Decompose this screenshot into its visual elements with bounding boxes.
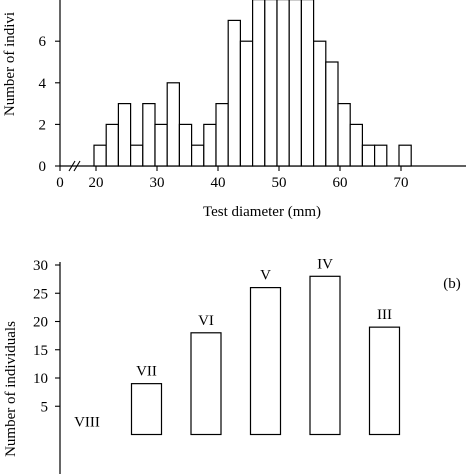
histogram-bar [191, 144, 205, 167]
histogram-bar [105, 123, 119, 167]
histogram-bar [300, 0, 315, 167]
y-tick-label: 20 [33, 315, 48, 331]
stage-bar [190, 332, 222, 436]
y-axis-title-b: Number of individuals [3, 321, 19, 457]
histogram-bar [117, 102, 132, 167]
stage-bar [309, 275, 341, 436]
bar-panel-b: VIII VII VI V IV III 5 10 15 20 25 30 (b) Number o… [3, 256, 461, 474]
histogram-bar [337, 102, 351, 167]
histogram-bar [93, 144, 107, 167]
histogram-bar [349, 123, 364, 167]
x-tick-label: 30 [150, 175, 165, 191]
x-tick-label: 40 [211, 175, 226, 191]
y-tick-label: 6 [39, 34, 47, 50]
histogram-bar [227, 19, 241, 167]
x-tick-label: 20 [89, 175, 104, 191]
y-tick-label: 0 [39, 159, 47, 175]
histogram-panel-a: 0 20 30 40 50 60 70 0 2 4 6 Test diameter (mm) Nu… [2, 0, 466, 220]
x-axis-title-a: Test diameter (mm) [203, 204, 321, 220]
y-tick-label: 10 [33, 371, 48, 387]
histogram-bar [178, 123, 193, 167]
histogram-bar [288, 0, 303, 167]
y-tick-label: 15 [33, 343, 48, 359]
histogram-bar [215, 102, 229, 167]
x-tick-label: 0 [56, 175, 64, 191]
histogram-bar [361, 144, 376, 167]
stage-bar [130, 383, 163, 436]
stage-label: VII [136, 364, 157, 380]
histogram-bar [142, 102, 156, 167]
histogram-bar [374, 144, 388, 167]
panel-label-b: (b) [443, 276, 461, 292]
stage-bar [368, 326, 401, 436]
stage-label: VIII [74, 415, 100, 431]
y-tick-label: 2 [39, 117, 47, 133]
y-tick-label: 5 [41, 399, 49, 415]
stage-bar [249, 287, 282, 436]
x-tick-label: 50 [272, 175, 287, 191]
stage-label: VI [198, 313, 214, 329]
histogram-bar [313, 40, 327, 167]
y-tick-label: 4 [39, 76, 47, 92]
stage-label: III [377, 307, 392, 323]
y-tick-label: 25 [33, 286, 48, 302]
y-axis-title-a: Number of indivi [2, 12, 18, 116]
stage-label: V [260, 268, 271, 284]
histogram-bar [264, 0, 278, 167]
histogram-bar [398, 144, 412, 167]
histogram-bar [130, 144, 144, 167]
histogram-bar [252, 0, 266, 167]
stage-label: IV [317, 256, 333, 272]
x-tick-label: 60 [333, 175, 348, 191]
histogram-bar [239, 40, 254, 167]
histogram-bar [203, 123, 217, 167]
histogram-bar [325, 61, 339, 167]
axis-break-marks [68, 160, 81, 172]
y-tick-label: 30 [33, 258, 48, 274]
histogram-bar [154, 123, 168, 167]
histogram-bar [276, 0, 290, 167]
x-tick-label: 70 [394, 175, 409, 191]
histogram-bar [166, 82, 180, 167]
